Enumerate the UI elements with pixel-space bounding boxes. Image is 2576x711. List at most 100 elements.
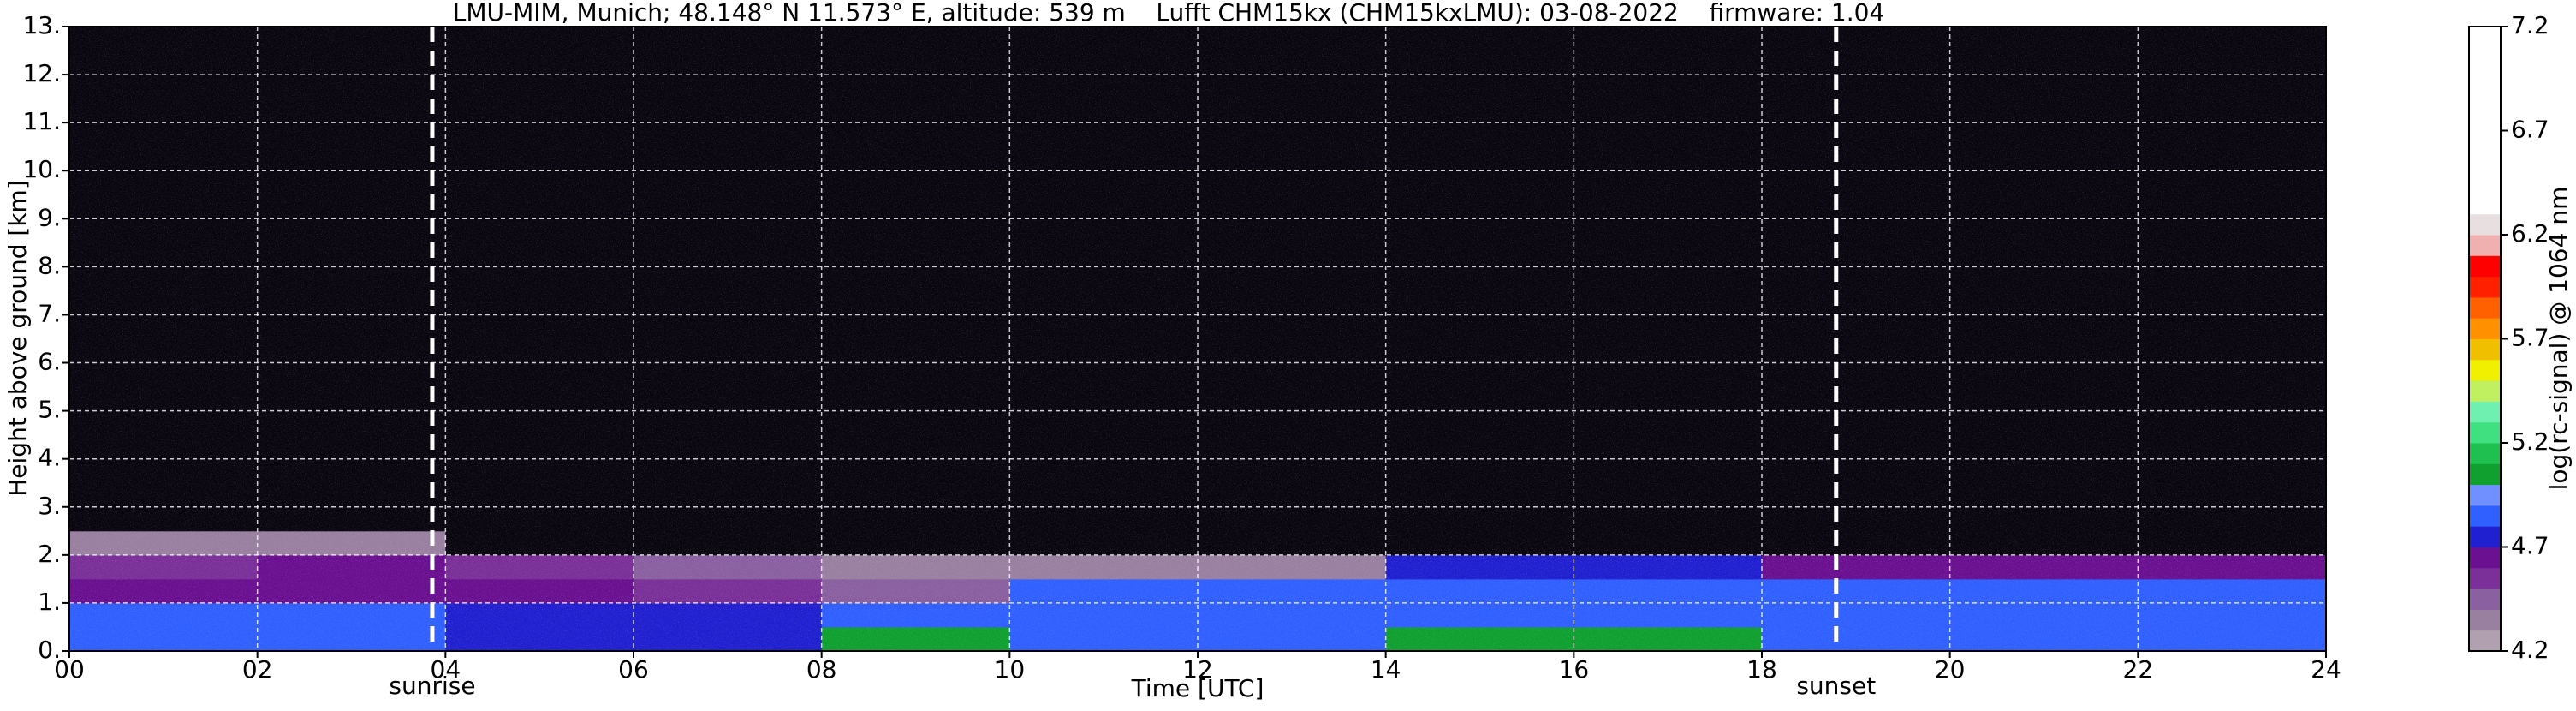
- heatmap-cell: [69, 27, 259, 532]
- x-tick-label: 12: [1182, 655, 1213, 684]
- colorbar-segment: [2469, 68, 2501, 90]
- colorbar-segment: [2469, 318, 2501, 339]
- x-tick-label: 22: [2123, 655, 2154, 684]
- heatmap-cell: [821, 530, 1010, 556]
- heatmap-cell: [257, 27, 446, 532]
- heatmap-cell: [257, 530, 446, 556]
- heatmap-cell: [821, 578, 1010, 604]
- heatmap-cell: [445, 27, 634, 532]
- y-tick-label: 7.: [38, 299, 61, 327]
- y-tick-label: 13.: [22, 11, 61, 39]
- colorbar-segment: [2469, 484, 2501, 506]
- heatmap-cell: [1949, 554, 2139, 580]
- colorbar-segment: [2469, 27, 2501, 48]
- colorbar-segment: [2469, 255, 2501, 278]
- heatmap-cell: [1385, 27, 1574, 532]
- colorbar-label: log(rc-signal) @ 1064 nm: [2544, 187, 2573, 491]
- heatmap-cell: [1574, 530, 1763, 556]
- heatmap-cell: [445, 626, 634, 652]
- heatmap-cell: [445, 578, 634, 604]
- colorbar-segment: [2469, 463, 2501, 486]
- heatmap-cell: [1949, 578, 2139, 604]
- heatmap-cell: [2138, 578, 2327, 604]
- x-tick-label: 08: [806, 655, 837, 684]
- heatmap-cell: [821, 626, 1010, 652]
- colorbar-segment: [2469, 213, 2501, 236]
- colorbar-tick-label: 4.7: [2511, 532, 2549, 560]
- heatmap-cell: [2138, 530, 2327, 556]
- heatmap-cell: [1198, 530, 1387, 556]
- chart-title: LMU-MIM, Munich; 48.148° N 11.573° E, al…: [453, 0, 1885, 27]
- heatmap-cell: [1009, 602, 1199, 628]
- y-tick-label: 12.: [22, 59, 61, 87]
- y-tick-label: 6.: [38, 348, 61, 376]
- heatmap-cell: [1009, 578, 1199, 604]
- colorbar-segment: [2469, 589, 2501, 610]
- heatmap-cell: [821, 602, 1010, 628]
- colorbar-segment: [2469, 110, 2501, 131]
- colorbar-tick-label: 5.2: [2511, 427, 2549, 456]
- heatmap-cell: [1574, 602, 1763, 628]
- heatmap-cell: [1198, 602, 1387, 628]
- x-tick-label: 20: [1935, 655, 1966, 684]
- y-tick-label: 2.: [38, 540, 61, 568]
- heatmap-cell: [69, 530, 259, 556]
- x-tick-label: 06: [618, 655, 649, 684]
- colorbar-segment: [2469, 630, 2501, 652]
- heatmap-cell: [1762, 530, 1951, 556]
- heatmap-cell: [634, 530, 823, 556]
- y-tick-label: 1.: [38, 588, 61, 616]
- heatmap-cell: [2138, 554, 2327, 580]
- heatmap-cell: [2138, 27, 2327, 532]
- colorbar-segment: [2469, 276, 2501, 298]
- colorbar-tick-label: 7.2: [2511, 11, 2549, 39]
- heatmap-cell: [257, 602, 446, 628]
- y-tick-label: 10.: [22, 155, 61, 183]
- heatmap-cell: [1009, 554, 1199, 580]
- colorbar-tick-label: 6.2: [2511, 219, 2549, 248]
- heatmap-cell: [1198, 578, 1387, 604]
- heatmap-cell: [821, 554, 1010, 580]
- heatmap-cell: [1385, 626, 1574, 652]
- x-tick-label: 00: [54, 655, 85, 684]
- x-tick-label: 14: [1371, 655, 1401, 684]
- heatmap-cell: [69, 578, 259, 604]
- colorbar-segment: [2469, 130, 2501, 152]
- y-tick-label: 9.: [38, 203, 61, 231]
- heatmap-cell: [1762, 27, 1951, 532]
- heatmap-cell: [634, 27, 823, 532]
- y-tick-label: 8.: [38, 251, 61, 279]
- colorbar-segment: [2469, 609, 2501, 631]
- x-tick-label: 16: [1559, 655, 1590, 684]
- heatmap-cell: [634, 602, 823, 628]
- colorbar-tick-label: 5.7: [2511, 324, 2549, 352]
- heatmap-cell: [1198, 554, 1387, 580]
- heatmap-cell: [69, 554, 259, 580]
- y-tick-label: 4.: [38, 444, 61, 472]
- x-axis-label: Time [UTC]: [1131, 674, 1264, 702]
- heatmap-cell: [257, 554, 446, 580]
- heatmap-cell: [1949, 626, 2139, 652]
- colorbar-segment: [2469, 526, 2501, 547]
- x-tick-label: 18: [1746, 655, 1777, 684]
- heatmap-cell: [1385, 554, 1574, 580]
- colorbar-segment: [2469, 172, 2501, 194]
- heatmap-cell: [1949, 530, 2139, 556]
- colorbar-segment: [2469, 88, 2501, 111]
- heatmap-cell: [1198, 27, 1387, 532]
- heatmap-cell: [1949, 27, 2139, 532]
- y-axis-label: Height above ground [km]: [3, 180, 32, 497]
- heatmap-cell: [1949, 602, 2139, 628]
- heatmap-cell: [1762, 578, 1951, 604]
- plot-frame: [68, 26, 2327, 652]
- heatmap-cell: [1574, 578, 1763, 604]
- colorbar-segment: [2469, 380, 2501, 402]
- x-tick-label: 10: [995, 655, 1026, 684]
- x-tick-label: 02: [242, 655, 273, 684]
- heatmap-cell: [1762, 626, 1951, 652]
- colorbar-segment: [2469, 151, 2501, 173]
- heatmap-cell: [1198, 626, 1387, 652]
- annotation-label: sunrise: [389, 672, 475, 700]
